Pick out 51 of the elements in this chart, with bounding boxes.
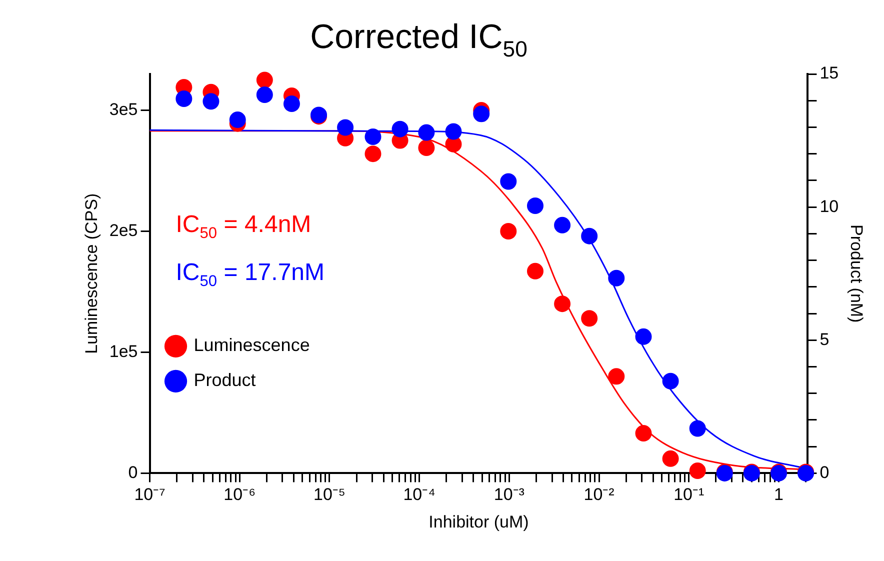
point (581, 228, 598, 244)
y2-tick-label: 10 (820, 196, 839, 216)
point (635, 328, 652, 345)
point (581, 310, 598, 327)
y-tick-label: 0 (128, 462, 138, 482)
x-tick-label: 10⁻⁵ (313, 485, 346, 504)
point (662, 372, 679, 390)
point (608, 368, 625, 385)
y2-tick-label: 0 (820, 462, 830, 482)
point (202, 93, 220, 110)
point (176, 90, 192, 107)
legend-label: Luminescence (194, 335, 310, 356)
x-tick-label: 10⁻² (584, 485, 615, 504)
point (392, 120, 408, 138)
y-tick-label: 3e5 (109, 100, 138, 119)
point (256, 72, 273, 88)
x-tick-label: 10⁻⁴ (403, 485, 436, 504)
y-tick-label: 1e5 (109, 342, 138, 361)
y-tick-label: 2e5 (109, 220, 138, 240)
y-axis-title: Luminescence (CPS) (82, 193, 101, 354)
point (554, 216, 571, 234)
y2-tick-label: 15 (820, 64, 839, 83)
point (337, 119, 354, 136)
x-tick-label: 10⁻⁶ (224, 485, 256, 504)
point (364, 128, 382, 146)
point (283, 96, 300, 112)
y2-tick-label: 5 (820, 330, 830, 349)
point (635, 425, 652, 442)
x-tick-label: 10⁻¹ (674, 485, 705, 504)
point (500, 223, 517, 240)
point (608, 270, 625, 286)
point (689, 420, 706, 437)
point (364, 146, 382, 162)
point (445, 123, 462, 140)
x-tick-label: 10⁻³ (494, 485, 525, 504)
point (526, 262, 544, 280)
point (662, 450, 679, 467)
point (418, 124, 435, 141)
point (229, 112, 246, 128)
legend-label: Product (194, 370, 256, 390)
x-axis-title: Inhibitor (uM) (428, 512, 529, 532)
x-tick-label: 10⁻⁷ (134, 485, 166, 504)
point (554, 296, 571, 312)
x-tick-label: 1 (774, 485, 784, 504)
point (473, 106, 490, 122)
point (500, 173, 517, 190)
point (256, 86, 273, 104)
point (418, 140, 435, 156)
y2-axis-title: Product (nM) (847, 224, 866, 323)
point (526, 197, 544, 214)
point (689, 462, 706, 480)
